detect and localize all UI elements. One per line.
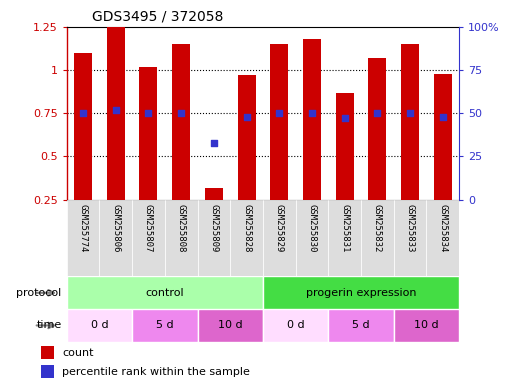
Bar	[100, 200, 132, 276]
Point	[79, 110, 87, 116]
Bar	[401, 44, 419, 200]
Bar	[140, 67, 157, 200]
Bar	[205, 187, 223, 200]
Bar	[263, 276, 459, 309]
Bar	[263, 309, 328, 342]
Bar	[263, 200, 295, 276]
Bar	[434, 74, 452, 200]
Bar	[74, 53, 92, 200]
Point	[406, 110, 414, 116]
Point	[177, 110, 185, 116]
Text: GSM255807: GSM255807	[144, 204, 153, 252]
Text: GSM255830: GSM255830	[307, 204, 317, 252]
Text: GSM255806: GSM255806	[111, 204, 120, 252]
Text: GSM255809: GSM255809	[209, 204, 219, 252]
Point	[112, 107, 120, 113]
Text: 0 d: 0 d	[287, 320, 304, 331]
Point	[373, 110, 382, 116]
Bar	[165, 200, 198, 276]
Bar	[328, 200, 361, 276]
Bar	[41, 346, 53, 359]
Text: protocol: protocol	[16, 288, 62, 298]
Text: GSM255774: GSM255774	[78, 204, 88, 252]
Point	[243, 114, 251, 120]
Bar	[270, 44, 288, 200]
Text: GSM255828: GSM255828	[242, 204, 251, 252]
Text: count: count	[62, 348, 93, 358]
Text: GSM255831: GSM255831	[340, 204, 349, 252]
Point	[210, 139, 218, 146]
Bar	[198, 200, 230, 276]
Text: control: control	[146, 288, 184, 298]
Text: GSM255833: GSM255833	[406, 204, 415, 252]
Bar	[230, 200, 263, 276]
Text: 10 d: 10 d	[414, 320, 439, 331]
Bar	[132, 309, 198, 342]
Bar	[295, 200, 328, 276]
Text: 5 d: 5 d	[156, 320, 173, 331]
Point	[341, 115, 349, 121]
Point	[439, 114, 447, 120]
Text: 0 d: 0 d	[91, 320, 108, 331]
Text: percentile rank within the sample: percentile rank within the sample	[62, 367, 250, 377]
Bar	[198, 309, 263, 342]
Point	[144, 110, 152, 116]
Bar	[41, 365, 53, 378]
Bar	[426, 200, 459, 276]
Text: GSM255808: GSM255808	[176, 204, 186, 252]
Bar	[368, 58, 386, 200]
Text: progerin expression: progerin expression	[306, 288, 416, 298]
Text: GSM255834: GSM255834	[438, 204, 447, 252]
Text: GDS3495 / 372058: GDS3495 / 372058	[92, 9, 224, 23]
Bar	[132, 200, 165, 276]
Bar	[394, 200, 426, 276]
Text: 5 d: 5 d	[352, 320, 370, 331]
Bar	[394, 309, 459, 342]
Bar	[67, 200, 100, 276]
Bar	[67, 276, 263, 309]
Bar	[238, 75, 255, 200]
Bar	[303, 39, 321, 200]
Point	[275, 110, 283, 116]
Bar	[107, 27, 125, 200]
Text: time: time	[36, 320, 62, 331]
Text: GSM255829: GSM255829	[275, 204, 284, 252]
Bar	[67, 309, 132, 342]
Text: 10 d: 10 d	[218, 320, 243, 331]
Bar	[361, 200, 394, 276]
Point	[308, 110, 316, 116]
Bar	[328, 309, 393, 342]
Bar	[336, 93, 353, 200]
Bar	[172, 44, 190, 200]
Text: GSM255832: GSM255832	[373, 204, 382, 252]
